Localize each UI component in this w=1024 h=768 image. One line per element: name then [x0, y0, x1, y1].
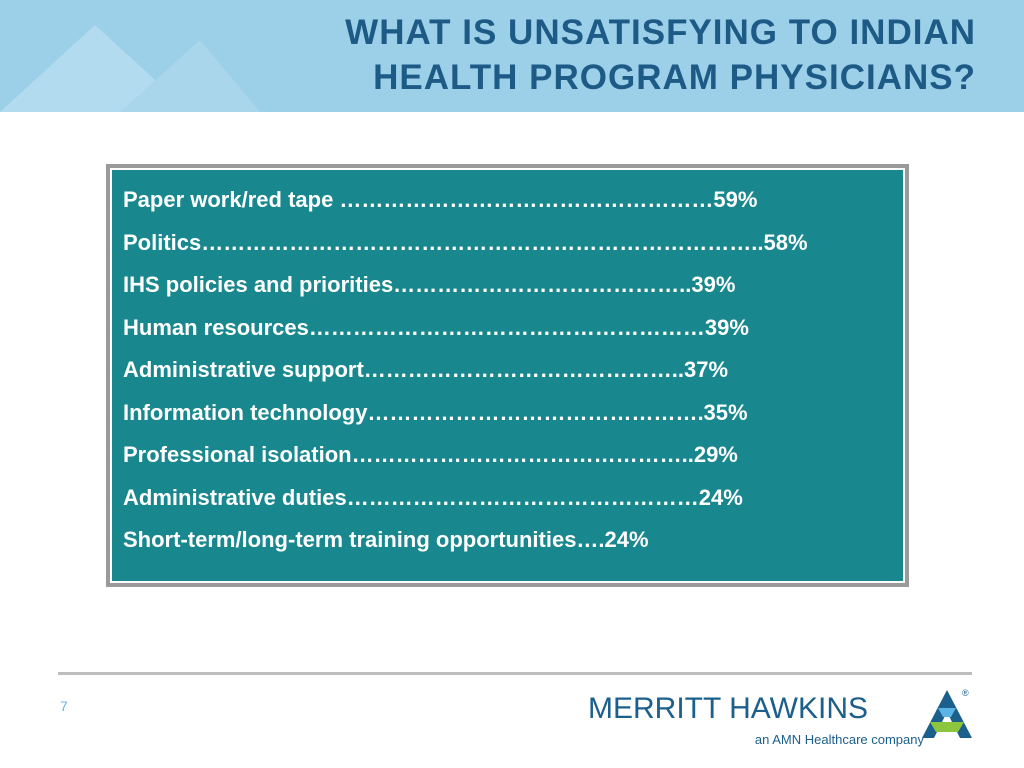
logo-shape: [930, 722, 964, 732]
logo-icon: [922, 690, 972, 738]
list-item: Paper work/red tape ……………………………………………59%: [123, 187, 758, 212]
header-decoration: [0, 25, 260, 112]
title: WHAT IS UNSATISFYING TO INDIAN HEALTH PR…: [345, 10, 976, 100]
list-item: Professional isolation………………………………………..2…: [123, 442, 738, 467]
logo-mark: ®: [962, 688, 969, 698]
decor-triangle: [120, 40, 260, 112]
list-box: Paper work/red tape ……………………………………………59%…: [110, 168, 905, 583]
list: Paper work/red tape ……………………………………………59%…: [112, 170, 903, 562]
list-item: Politics…………………………………………………………………..58%: [123, 229, 808, 255]
header-band: WHAT IS UNSATISFYING TO INDIAN HEALTH PR…: [0, 0, 1024, 112]
title-line: HEALTH PROGRAM PHYSICIANS?: [373, 58, 976, 97]
list-item: IHS policies and priorities……………………………………: [123, 272, 736, 297]
list-item: Human resources………………………………………………39%: [123, 314, 749, 340]
list-item: Administrative duties…………………………………………24%: [123, 484, 743, 510]
page-number: 7: [60, 698, 68, 714]
list-item: Administrative support……………………………………..37…: [123, 357, 729, 382]
logo-tagline: an AMN Healthcare company: [754, 732, 924, 747]
logo-name: MERRITT HAWKINS: [588, 692, 869, 725]
list-item: Short-term/long-term training opportunit…: [123, 527, 649, 552]
logo-shape: [938, 708, 956, 717]
list-item: Information technology……………………………………….35…: [123, 399, 748, 425]
footer-rule: [58, 672, 972, 675]
decor-triangle: [0, 25, 190, 112]
title-line: WHAT IS UNSATISFYING TO INDIAN: [345, 13, 976, 52]
